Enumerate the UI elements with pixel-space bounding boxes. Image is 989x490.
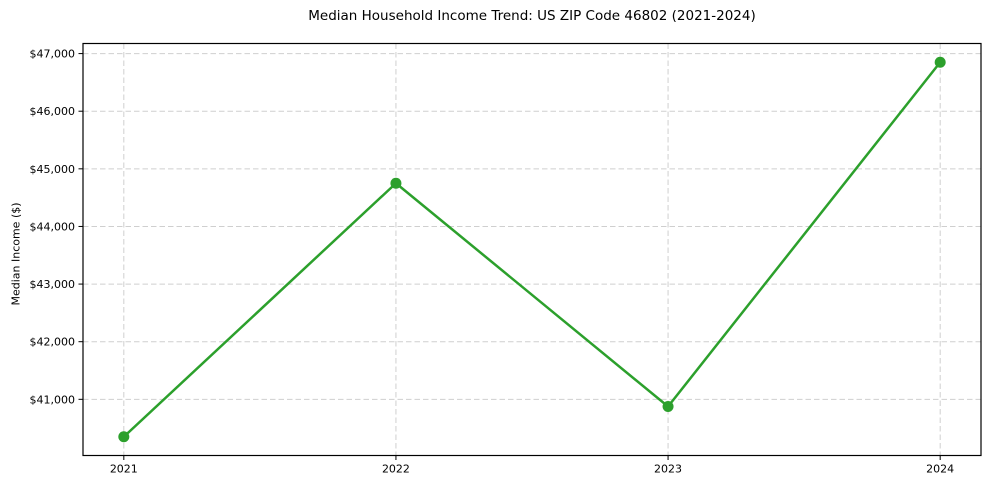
x-tick-label: 2022 <box>382 463 410 476</box>
y-tick-label: $44,000 <box>30 220 76 233</box>
y-tick-label: $41,000 <box>30 393 76 406</box>
y-tick-label: $43,000 <box>30 278 76 291</box>
chart-title: Median Household Income Trend: US ZIP Co… <box>308 8 756 24</box>
x-tick-label: 2021 <box>110 463 138 476</box>
data-point <box>390 177 402 189</box>
plot-border <box>82 42 982 457</box>
y-tick-label: $45,000 <box>30 163 76 176</box>
y-tick-label: $42,000 <box>30 336 76 349</box>
y-tick-label: $47,000 <box>30 48 76 61</box>
x-tick-label: 2024 <box>926 463 954 476</box>
data-point <box>662 401 674 413</box>
y-tick-label: $46,000 <box>30 105 76 118</box>
x-tick-label: 2023 <box>654 463 682 476</box>
data-line <box>122 60 942 439</box>
data-point <box>934 56 946 68</box>
data-point <box>118 431 130 443</box>
